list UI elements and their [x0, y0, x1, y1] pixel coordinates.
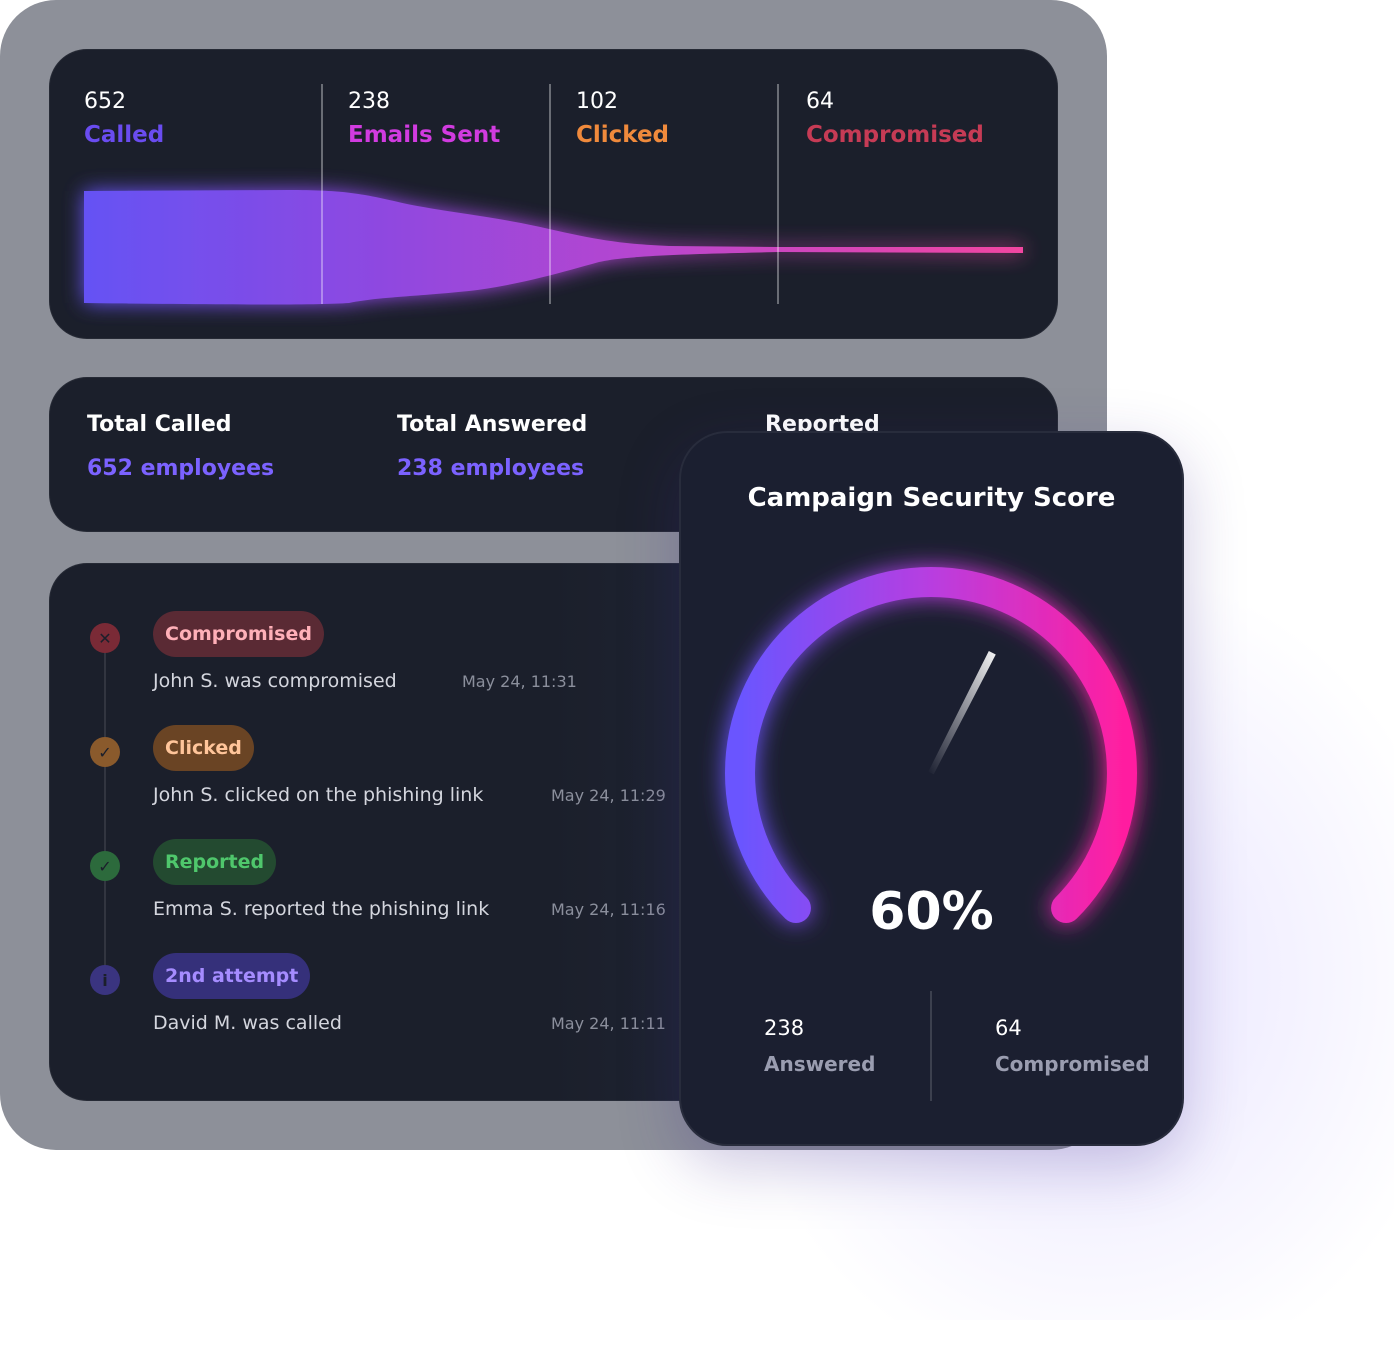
gauge-needle	[928, 650, 996, 775]
funnel-divider	[549, 84, 551, 304]
info-circle-icon: i	[90, 965, 120, 995]
check-circle-icon: ✓	[90, 851, 120, 881]
score-title: Campaign Security Score	[747, 483, 1116, 513]
answered-count: 238	[764, 1016, 805, 1040]
activity-item[interactable]: ✓ Clicked John S. clicked on the phishin…	[49, 725, 769, 835]
activity-feed-card: ✕ Compromised John S. was compromised Ma…	[49, 563, 769, 1101]
compromised-count: 64	[995, 1016, 1022, 1040]
total-called-title: Total Called	[87, 412, 232, 437]
total-answered-value: 238 employees	[397, 456, 585, 481]
status-badge-compromised: Compromised	[153, 611, 324, 657]
activity-timestamp: May 24, 11:11	[551, 1014, 666, 1033]
activity-item[interactable]: i 2nd attempt David M. was called May 24…	[49, 953, 769, 1063]
activity-timestamp: May 24, 11:16	[551, 900, 666, 919]
stage-count: 652	[84, 89, 126, 114]
status-badge-reported: Reported	[153, 839, 277, 885]
metric-answered: 238 Answered	[764, 1011, 875, 1083]
stage-count: 64	[806, 89, 834, 114]
status-badge-clicked: Clicked	[153, 725, 254, 771]
campaign-funnel-card: 652 Called 238 Emails Sent 102 Clicked 6…	[49, 49, 1058, 339]
security-score-card: Campaign Security Score 60% 238 Answered…	[679, 431, 1184, 1146]
activity-description: Emma S. reported the phishing link	[153, 898, 490, 920]
funnel-stage-clicked: 102 Clicked	[576, 87, 669, 153]
funnel-stage-compromised: 64 Compromised	[806, 87, 984, 153]
compromised-label: Compromised	[995, 1052, 1150, 1076]
activity-item[interactable]: ✓ Reported Emma S. reported the phishing…	[49, 839, 769, 949]
metric-compromised: 64 Compromised	[995, 1011, 1150, 1083]
score-value: 60%	[869, 882, 994, 942]
score-gauge	[725, 567, 1137, 924]
score-divider	[930, 991, 932, 1101]
x-circle-icon: ✕	[90, 623, 120, 653]
answered-label: Answered	[764, 1052, 876, 1076]
activity-timestamp: May 24, 11:31	[462, 672, 577, 691]
total-answered: Total Answered 238 employees	[397, 407, 587, 495]
stage-count: 238	[348, 89, 390, 114]
funnel-stage-called: 652 Called	[84, 87, 164, 153]
check-circle-icon: ✓	[90, 737, 120, 767]
funnel-stage-emails-sent: 238 Emails Sent	[348, 87, 500, 153]
activity-description: John S. clicked on the phishing link	[153, 784, 484, 806]
activity-description: John S. was compromised	[153, 670, 397, 692]
funnel-shape	[84, 190, 1023, 305]
activity-item[interactable]: ✕ Compromised John S. was compromised Ma…	[49, 611, 769, 721]
stage-label: Called	[84, 122, 165, 148]
status-badge-attempt: 2nd attempt	[153, 953, 311, 999]
stage-label: Compromised	[806, 122, 984, 148]
total-called-value: 652 employees	[87, 456, 275, 481]
stage-label: Clicked	[576, 122, 670, 148]
gauge-arc	[725, 567, 1137, 924]
timeline-line	[104, 651, 106, 981]
funnel-chart	[84, 190, 1023, 305]
stage-label: Emails Sent	[348, 122, 501, 148]
total-answered-title: Total Answered	[397, 412, 588, 437]
activity-timestamp: May 24, 11:29	[551, 786, 666, 805]
stage-count: 102	[576, 89, 618, 114]
total-called: Total Called 652 employees	[87, 407, 274, 495]
activity-description: David M. was called	[153, 1012, 342, 1034]
funnel-divider	[777, 84, 779, 304]
funnel-divider	[321, 84, 323, 304]
